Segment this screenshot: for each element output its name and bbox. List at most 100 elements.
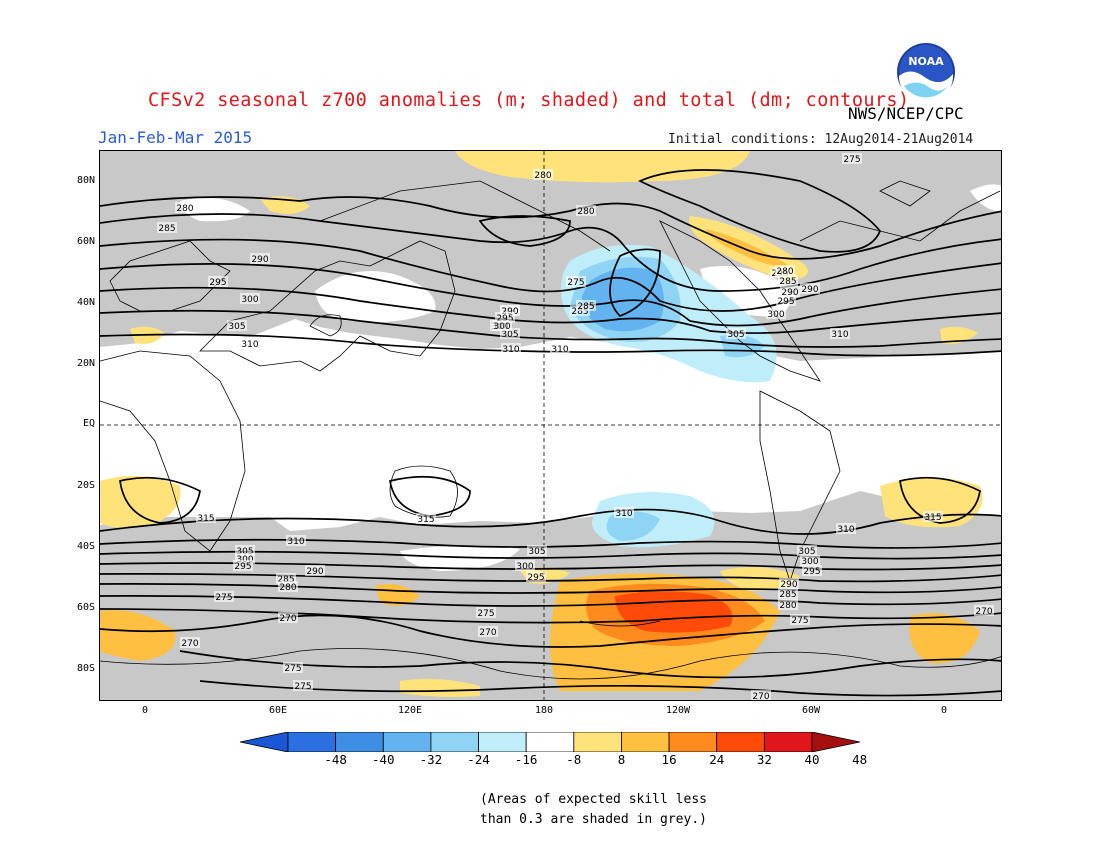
- lon-label: 0: [940, 705, 948, 716]
- skill-note-line2: than 0.3 are shaded in grey.): [480, 812, 707, 827]
- colorbar-label: -32: [419, 752, 443, 767]
- contour-label: 310: [615, 509, 632, 519]
- contour-line: [609, 248, 661, 317]
- coastlines: [100, 180, 1001, 680]
- contour-label: 290: [251, 255, 268, 265]
- contour-label-bg: [566, 276, 586, 287]
- contour-label-bg: [500, 305, 520, 316]
- contour-label: 305: [228, 322, 245, 332]
- contour-line: [100, 263, 1001, 327]
- contour-label-bg: [576, 300, 596, 311]
- contour-label: 270: [975, 607, 992, 617]
- contour-line: [100, 583, 1001, 594]
- contour-label-bg: [778, 588, 798, 599]
- contour-label: 275: [791, 616, 808, 626]
- skill-note-line1: (Areas of expected skill less: [480, 792, 707, 807]
- contour-label-bg: [526, 571, 546, 582]
- colorbar-segment: [335, 732, 384, 752]
- lon-label: 60E: [268, 705, 288, 716]
- contour-line: [899, 476, 981, 524]
- contour-label: 285: [277, 575, 294, 585]
- initial-conditions: Initial conditions: 12Aug2014-21Aug2014: [668, 132, 974, 147]
- contour-label: 305: [501, 330, 518, 340]
- colorbar-label: -48: [324, 752, 347, 767]
- map-title: CFSv2 seasonal z700 anomalies (m; shaded…: [148, 90, 910, 111]
- contour-label-bg: [800, 555, 820, 566]
- contour-label: 280: [779, 601, 796, 611]
- contour-label: 305: [236, 547, 253, 557]
- contour-label-bg: [208, 276, 228, 287]
- contour-label: 275: [284, 664, 301, 674]
- contour-label: 300: [516, 562, 533, 572]
- contour-label-bg: [614, 507, 634, 518]
- colorbar-label: -40: [371, 752, 395, 767]
- contour-label-bg: [476, 607, 496, 618]
- lon-label: 120E: [397, 705, 423, 716]
- contour-label: 295: [234, 562, 251, 572]
- contour-label: 280: [776, 267, 793, 277]
- contour-line: [478, 215, 571, 247]
- contour-label: 295: [496, 314, 513, 324]
- lat-label: 60S: [76, 602, 95, 613]
- contour-label: 300: [801, 557, 818, 567]
- contour-label: 275: [567, 278, 584, 288]
- negative-anomalies: [561, 245, 777, 548]
- contour-label-bg: [797, 545, 817, 556]
- contour-line: [119, 476, 201, 524]
- contour-line: [179, 650, 1001, 679]
- contour-label-bg: [235, 553, 255, 564]
- contour-label-bg: [527, 545, 547, 556]
- contour-label: 280: [279, 583, 296, 593]
- contour-label-bg: [278, 581, 298, 592]
- contour-label-bg: [492, 320, 512, 331]
- contour-label: 285: [571, 307, 588, 317]
- contour-label: 275: [843, 155, 860, 165]
- contour-label-bg: [233, 560, 253, 571]
- lon-label: 120W: [665, 705, 691, 716]
- contour-label-bg: [776, 295, 796, 306]
- colorbar-label: -16: [514, 752, 538, 767]
- contour-label: 290: [306, 567, 323, 577]
- contour-label-bg: [157, 222, 177, 233]
- contour-line: [637, 169, 881, 253]
- contour-line: [100, 309, 1001, 348]
- colorbar-segment: [430, 732, 479, 752]
- contour-label-bg: [286, 535, 306, 546]
- agency-label: NWS/NCEP/CPC: [848, 104, 964, 123]
- contour-line: [100, 333, 1001, 357]
- lat-label: 40N: [76, 297, 95, 308]
- colorbar-label: 24: [709, 752, 725, 767]
- colorbar-label: 48: [852, 752, 868, 767]
- contour-label: 315: [924, 513, 941, 523]
- contour-label: 280: [534, 171, 551, 181]
- colorbar-segment: [621, 732, 670, 752]
- contour-label-bg: [778, 599, 798, 610]
- contour-label: 310: [551, 345, 568, 355]
- contour-label-bg: [240, 293, 260, 304]
- map-panel: 2752802802802852852902902952953003003003…: [99, 150, 1002, 701]
- contour-line: [389, 475, 471, 517]
- contour-label-bg: [293, 680, 313, 691]
- contour-label-bg: [175, 202, 195, 213]
- contour-line: [100, 213, 1001, 292]
- contour-line: [100, 595, 1001, 607]
- colorbar: [240, 732, 860, 752]
- contour-label: 310: [837, 525, 854, 535]
- contour-labels: 2752802802802852852902902952953003003003…: [157, 153, 994, 700]
- lon-label: 0: [141, 705, 149, 716]
- lat-label: 80N: [76, 175, 95, 186]
- colorbar-arrow-right: [811, 732, 860, 752]
- contour-label: 310: [287, 537, 304, 547]
- logo-text: NOAA: [908, 55, 944, 68]
- contour-label: 305: [798, 547, 815, 557]
- lat-label: 20S: [76, 480, 95, 491]
- contour-label-bg: [790, 614, 810, 625]
- lat-label: 60N: [76, 236, 95, 247]
- colorbar-label: -8: [566, 752, 582, 767]
- contour-label-bg: [780, 286, 800, 297]
- lat-label: 80S: [76, 663, 95, 674]
- colorbar-segment: [382, 732, 432, 752]
- colorbar-label: 8: [617, 752, 626, 767]
- contour-label: 285: [158, 224, 175, 234]
- contour-label-bg: [576, 205, 596, 216]
